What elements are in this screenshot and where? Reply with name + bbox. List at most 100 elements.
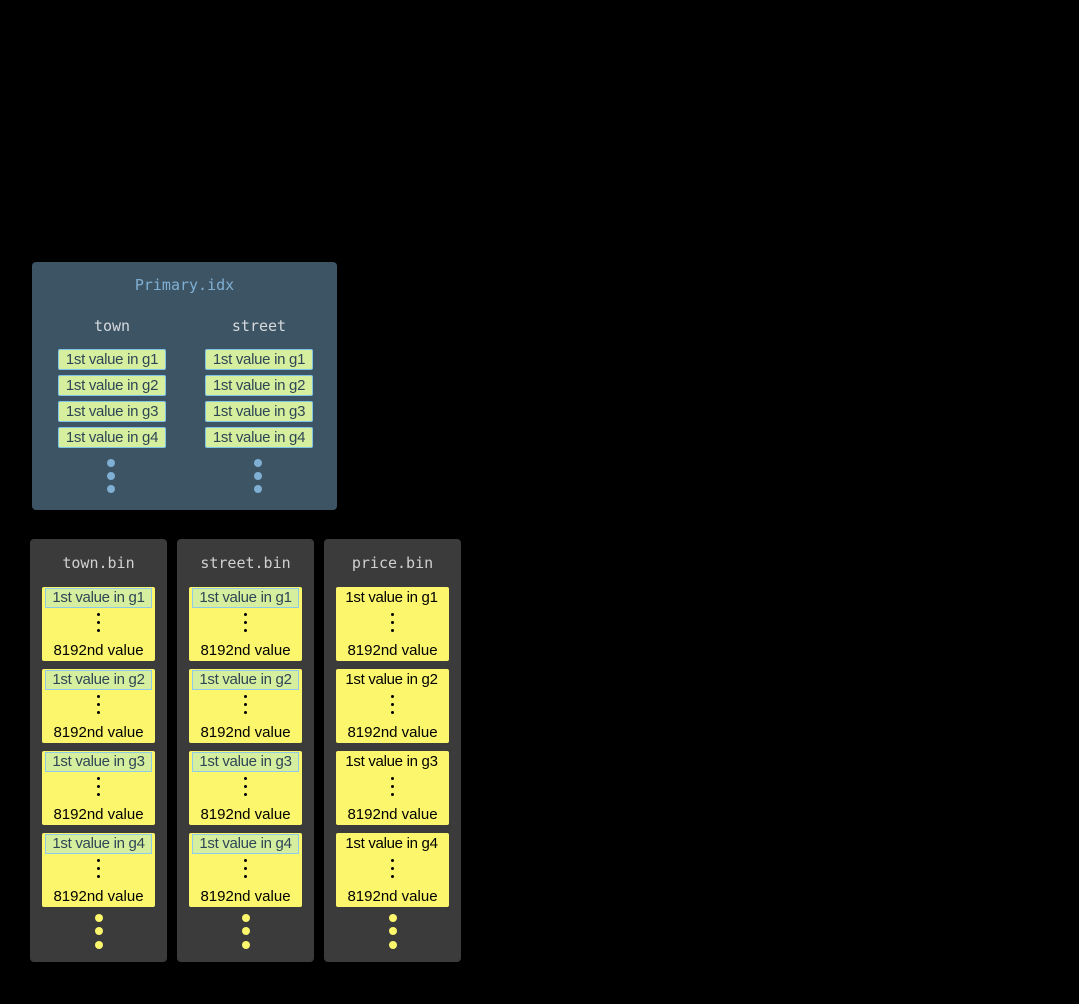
- ellipsis-dot: [97, 777, 100, 780]
- granule-first-value: 1st value in g3: [345, 753, 438, 770]
- index-column-header: town: [93, 317, 131, 335]
- granule-last-value: 8192nd value: [347, 806, 438, 823]
- granule-block: 1st value in g3 8192nd value: [42, 751, 155, 825]
- ellipsis-dot: [97, 695, 100, 698]
- granule-last-value: 8192nd value: [53, 642, 144, 659]
- ellipsis-dot: [244, 875, 247, 878]
- granule-last-value: 8192nd value: [200, 888, 291, 905]
- ellipsis-dot: [244, 621, 247, 624]
- granule-block: 1st value in g2 8192nd value: [189, 669, 302, 743]
- ellipsis-dot: [95, 927, 103, 935]
- ellipsis-dot: [254, 485, 262, 493]
- granule-first-value: 1st value in g4: [45, 834, 152, 854]
- granule-last-value: 8192nd value: [200, 642, 291, 659]
- ellipsis-dot: [95, 914, 103, 922]
- column-file-price-bin: price.bin 1st value in g1 8192nd value 1st …: [324, 539, 461, 962]
- ellipsis-dot: [391, 777, 394, 780]
- index-entry: 1st value in g4: [58, 427, 166, 448]
- index-entry: 1st value in g1: [58, 349, 166, 370]
- ellipsis-dot: [107, 472, 115, 480]
- ellipsis-dot: [97, 621, 100, 624]
- granule-first-value: 1st value in g4: [192, 834, 299, 854]
- granule-block: 1st value in g4 8192nd value: [336, 833, 449, 907]
- ellipsis-dot: [244, 695, 247, 698]
- granule-last-value: 8192nd value: [200, 724, 291, 741]
- granule-first-value: 1st value in g4: [345, 835, 438, 852]
- ellipsis-dot: [391, 695, 394, 698]
- ellipsis-dot: [97, 859, 100, 862]
- column-file-title: price.bin: [351, 554, 434, 572]
- ellipsis-dot: [244, 703, 247, 706]
- ellipsis-dot: [391, 629, 394, 632]
- granule-first-value: 1st value in g2: [192, 670, 299, 690]
- ellipsis-dot: [244, 859, 247, 862]
- primary-index-panel: Primary.idx town 1st value in g1 1st value…: [32, 262, 337, 510]
- granule-first-value: 1st value in g1: [192, 588, 299, 608]
- primary-index-title: Primary.idx: [134, 276, 235, 294]
- granule-block: 1st value in g2 8192nd value: [42, 669, 155, 743]
- ellipsis-dot: [391, 703, 394, 706]
- granule-last-value: 8192nd value: [347, 724, 438, 741]
- index-column-header: street: [231, 317, 287, 335]
- ellipsis-dot: [97, 875, 100, 878]
- ellipsis-dot: [391, 793, 394, 796]
- ellipsis-dot: [244, 785, 247, 788]
- ellipsis-dot: [242, 914, 250, 922]
- granule-block: 1st value in g2 8192nd value: [336, 669, 449, 743]
- column-file-street-bin: street.bin 1st value in g1 8192nd value 1st…: [177, 539, 314, 962]
- ellipsis-dot: [97, 793, 100, 796]
- ellipsis-dot: [244, 777, 247, 780]
- ellipsis-dot: [391, 785, 394, 788]
- index-entry: 1st value in g3: [58, 401, 166, 422]
- granule-first-value: 1st value in g3: [192, 752, 299, 772]
- index-entry: 1st value in g4: [205, 427, 313, 448]
- ellipsis-dot: [95, 941, 103, 949]
- ellipsis-dot: [97, 613, 100, 616]
- granule-first-value: 1st value in g3: [45, 752, 152, 772]
- granule-block: 1st value in g4 8192nd value: [189, 833, 302, 907]
- ellipsis-dot: [389, 927, 397, 935]
- granule-last-value: 8192nd value: [200, 806, 291, 823]
- granule-last-value: 8192nd value: [347, 642, 438, 659]
- granule-last-value: 8192nd value: [53, 806, 144, 823]
- ellipsis-dot: [107, 485, 115, 493]
- ellipsis-dot: [242, 941, 250, 949]
- ellipsis-dot: [97, 867, 100, 870]
- granule-block: 1st value in g3 8192nd value: [336, 751, 449, 825]
- ellipsis-dot: [97, 703, 100, 706]
- granule-last-value: 8192nd value: [53, 724, 144, 741]
- ellipsis-dot: [391, 867, 394, 870]
- index-entry: 1st value in g1: [205, 349, 313, 370]
- ellipsis-dot: [254, 472, 262, 480]
- index-entry: 1st value in g2: [58, 375, 166, 396]
- ellipsis-dot: [391, 859, 394, 862]
- ellipsis-dot: [391, 613, 394, 616]
- granule-first-value: 1st value in g1: [345, 589, 438, 606]
- granule-block: 1st value in g1 8192nd value: [336, 587, 449, 661]
- granule-block: 1st value in g3 8192nd value: [189, 751, 302, 825]
- granule-last-value: 8192nd value: [347, 888, 438, 905]
- granule-block: 1st value in g4 8192nd value: [42, 833, 155, 907]
- ellipsis-dot: [389, 914, 397, 922]
- column-file-title: street.bin: [200, 554, 291, 572]
- granule-last-value: 8192nd value: [53, 888, 144, 905]
- ellipsis-dot: [389, 941, 397, 949]
- ellipsis-dot: [244, 867, 247, 870]
- ellipsis-dot: [254, 459, 262, 467]
- column-file-town-bin: town.bin 1st value in g1 8192nd value 1st v…: [30, 539, 167, 962]
- ellipsis-dot: [97, 785, 100, 788]
- ellipsis-dot: [391, 621, 394, 624]
- column-file-title: town.bin: [62, 554, 135, 572]
- ellipsis-dot: [391, 875, 394, 878]
- ellipsis-dot: [97, 629, 100, 632]
- granule-first-value: 1st value in g2: [45, 670, 152, 690]
- ellipsis-dot: [97, 711, 100, 714]
- index-entry: 1st value in g3: [205, 401, 313, 422]
- granule-first-value: 1st value in g2: [345, 671, 438, 688]
- ellipsis-dot: [242, 927, 250, 935]
- index-entry: 1st value in g2: [205, 375, 313, 396]
- ellipsis-dot: [244, 629, 247, 632]
- ellipsis-dot: [391, 711, 394, 714]
- ellipsis-dot: [244, 613, 247, 616]
- ellipsis-dot: [244, 793, 247, 796]
